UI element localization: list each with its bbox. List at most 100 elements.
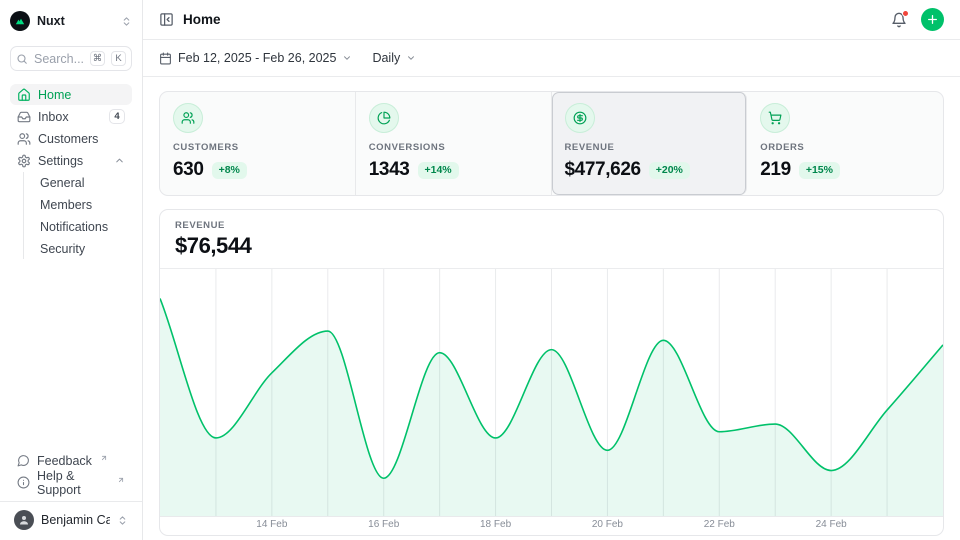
avatar xyxy=(14,510,34,530)
add-button[interactable] xyxy=(921,8,944,31)
chevrons-up-down-icon xyxy=(121,16,132,27)
stat-label: CONVERSIONS xyxy=(369,142,538,153)
stat-value: 1343 xyxy=(369,159,410,181)
sub-item-label: Security xyxy=(40,242,85,256)
users-icon xyxy=(173,103,203,133)
chart-header: REVENUE $76,544 xyxy=(160,210,943,269)
x-tick-label: 22 Feb xyxy=(704,519,735,530)
settings-submenu: General Members Notifications Security xyxy=(23,172,132,259)
arrow-up-right-icon xyxy=(100,454,108,462)
search-input[interactable]: Search... ⌘ K xyxy=(10,46,132,71)
sidebar-item-inbox[interactable]: Inbox 4 xyxy=(10,106,132,127)
sidebar-item-label: Home xyxy=(38,88,71,102)
collapse-sidebar-button[interactable] xyxy=(159,12,174,27)
workspace-switcher[interactable]: Nuxt xyxy=(10,8,132,34)
chevron-up-icon xyxy=(114,155,125,166)
date-range-value: Feb 12, 2025 - Feb 26, 2025 xyxy=(178,51,336,65)
chart-plot-area[interactable]: 14 Feb 16 Feb 18 Feb 20 Feb 22 Feb 24 Feb xyxy=(160,269,943,535)
arrow-up-right-icon xyxy=(117,476,125,484)
chevron-down-icon xyxy=(406,53,416,63)
stat-revenue[interactable]: REVENUE $477,626 +20% xyxy=(552,92,748,195)
x-tick-label: 18 Feb xyxy=(480,519,511,530)
stats-row: CUSTOMERS 630 +8% CONVERSIONS 1343 +14% xyxy=(159,91,944,196)
filters-toolbar: Feb 12, 2025 - Feb 26, 2025 Daily xyxy=(143,40,960,77)
gear-icon xyxy=(17,154,31,168)
message-bubble-icon xyxy=(17,454,30,467)
page-title: Home xyxy=(183,12,221,27)
calendar-icon xyxy=(159,52,172,65)
date-range-picker[interactable]: Feb 12, 2025 - Feb 26, 2025 xyxy=(159,51,352,65)
granularity-select[interactable]: Daily xyxy=(372,51,416,65)
x-tick-label: 14 Feb xyxy=(256,519,287,530)
stat-label: REVENUE xyxy=(565,142,734,153)
stat-value: $477,626 xyxy=(565,159,641,181)
sidebar-item-security[interactable]: Security xyxy=(24,238,132,259)
stat-value: 630 xyxy=(173,159,204,181)
stat-label: ORDERS xyxy=(760,142,930,153)
stat-delta-badge: +15% xyxy=(799,162,840,179)
sub-item-label: General xyxy=(40,176,84,190)
x-tick-label: 20 Feb xyxy=(592,519,623,530)
sub-item-label: Members xyxy=(40,198,92,212)
x-tick-label: 16 Feb xyxy=(368,519,399,530)
info-icon xyxy=(17,476,30,489)
cart-icon xyxy=(760,103,790,133)
stat-customers[interactable]: CUSTOMERS 630 +8% xyxy=(160,92,356,195)
users-icon xyxy=(17,132,31,146)
search-icon xyxy=(16,53,28,65)
header-actions xyxy=(891,8,944,31)
sub-item-label: Notifications xyxy=(40,220,108,234)
sidebar-item-label: Customers xyxy=(38,132,98,146)
revenue-chart-card: REVENUE $76,544 14 Feb 16 Feb 18 Feb 20 Feb… xyxy=(159,209,944,536)
help-support-link[interactable]: Help & Support xyxy=(10,472,132,493)
workspace-name: Nuxt xyxy=(37,14,114,28)
stat-delta-badge: +8% xyxy=(212,162,247,179)
granularity-value: Daily xyxy=(372,51,400,65)
stat-delta-badge: +20% xyxy=(649,162,690,179)
kbd-k: K xyxy=(111,51,126,66)
inbox-count-badge: 4 xyxy=(109,109,125,124)
x-tick-label: 24 Feb xyxy=(816,519,847,530)
sidebar-item-label: Inbox xyxy=(38,110,69,124)
stat-orders[interactable]: ORDERS 219 +15% xyxy=(747,92,943,195)
dashboard-content: CUSTOMERS 630 +8% CONVERSIONS 1343 +14% xyxy=(143,77,960,540)
footer-link-label: Help & Support xyxy=(37,469,109,497)
main-area: Home Feb 12, 2 xyxy=(143,0,960,540)
sidebar-footer: Feedback Help & Support xyxy=(10,450,132,494)
home-icon xyxy=(17,88,31,102)
x-axis: 14 Feb 16 Feb 18 Feb 20 Feb 22 Feb 24 Feb xyxy=(160,519,943,532)
top-header: Home xyxy=(143,0,960,40)
chart-metric-label: REVENUE xyxy=(175,220,928,231)
sidebar-item-label: Settings xyxy=(38,154,83,168)
stat-delta-badge: +14% xyxy=(418,162,459,179)
pie-chart-icon xyxy=(369,103,399,133)
sidebar-item-home[interactable]: Home xyxy=(10,84,132,105)
sidebar-item-customers[interactable]: Customers xyxy=(10,128,132,149)
revenue-chart-svg xyxy=(160,269,943,517)
user-menu[interactable]: Benjamin Canac xyxy=(10,502,132,532)
notifications-button[interactable] xyxy=(891,12,907,28)
sidebar-item-notifications[interactable]: Notifications xyxy=(24,216,132,237)
user-name: Benjamin Canac xyxy=(41,513,110,527)
notification-dot xyxy=(902,10,909,17)
nuxt-logo-icon xyxy=(10,11,30,31)
chevron-down-icon xyxy=(342,53,352,63)
dollar-circle-icon xyxy=(565,103,595,133)
search-placeholder: Search... xyxy=(34,52,84,66)
sidebar-nav: Home Inbox 4 Customers Settings xyxy=(10,84,132,260)
sidebar-item-settings[interactable]: Settings xyxy=(10,150,132,171)
sidebar-item-members[interactable]: Members xyxy=(24,194,132,215)
sidebar-item-general[interactable]: General xyxy=(24,172,132,193)
kbd-meta: ⌘ xyxy=(90,51,105,66)
stat-value: 219 xyxy=(760,159,791,181)
stat-label: CUSTOMERS xyxy=(173,142,342,153)
panel-left-close-icon xyxy=(159,12,174,27)
stat-conversions[interactable]: CONVERSIONS 1343 +14% xyxy=(356,92,552,195)
chevrons-up-down-icon xyxy=(117,515,128,526)
plus-icon xyxy=(926,13,939,26)
inbox-icon xyxy=(17,110,31,124)
sidebar: Nuxt Search... ⌘ K Home xyxy=(0,0,143,540)
app-window: Nuxt Search... ⌘ K Home xyxy=(0,0,960,540)
footer-link-label: Feedback xyxy=(37,454,92,468)
chart-metric-value: $76,544 xyxy=(175,233,928,259)
